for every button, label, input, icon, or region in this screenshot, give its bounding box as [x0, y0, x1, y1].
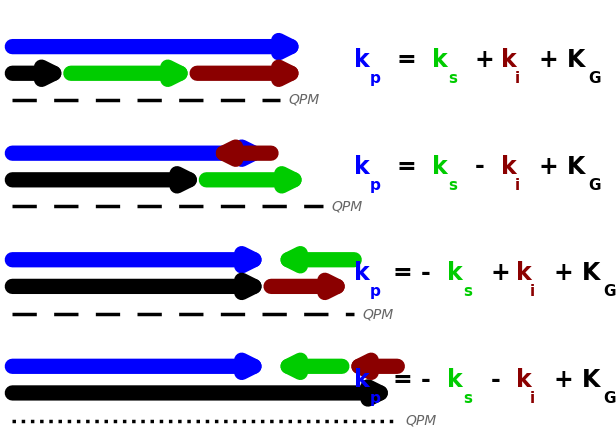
Text: G: G — [588, 71, 601, 86]
Text: k: k — [447, 261, 463, 285]
Text: = -: = - — [393, 261, 431, 285]
Text: i: i — [530, 391, 535, 406]
Text: = -: = - — [393, 368, 431, 392]
Text: k: k — [354, 155, 370, 178]
Text: + K: + K — [554, 261, 601, 285]
Text: s: s — [448, 71, 457, 86]
Text: QPM: QPM — [331, 199, 363, 214]
Text: k: k — [354, 48, 370, 72]
Text: QPM: QPM — [362, 307, 394, 321]
Text: i: i — [514, 178, 519, 193]
Text: k: k — [447, 368, 463, 392]
Text: k: k — [516, 368, 532, 392]
Text: -: - — [490, 368, 500, 392]
Text: k: k — [501, 48, 517, 72]
Text: +: + — [490, 261, 510, 285]
Text: p: p — [370, 391, 381, 406]
Text: p: p — [370, 71, 381, 86]
Text: i: i — [514, 71, 519, 86]
Text: k: k — [354, 368, 370, 392]
Text: p: p — [370, 284, 381, 299]
Text: =: = — [396, 48, 416, 72]
Text: k: k — [432, 48, 448, 72]
Text: k: k — [501, 155, 517, 178]
Text: G: G — [604, 391, 616, 406]
Text: G: G — [604, 284, 616, 299]
Text: k: k — [516, 261, 532, 285]
Text: -: - — [475, 155, 485, 178]
Text: QPM: QPM — [288, 93, 320, 107]
Text: p: p — [370, 178, 381, 193]
Text: i: i — [530, 284, 535, 299]
Text: + K: + K — [539, 48, 585, 72]
Text: k: k — [354, 261, 370, 285]
Text: + K: + K — [539, 155, 585, 178]
Text: s: s — [448, 178, 457, 193]
Text: QPM: QPM — [405, 414, 437, 428]
Text: G: G — [588, 178, 601, 193]
Text: k: k — [432, 155, 448, 178]
Text: s: s — [463, 284, 472, 299]
Text: =: = — [396, 155, 416, 178]
Text: + K: + K — [554, 368, 601, 392]
Text: +: + — [475, 48, 495, 72]
Text: s: s — [463, 391, 472, 406]
